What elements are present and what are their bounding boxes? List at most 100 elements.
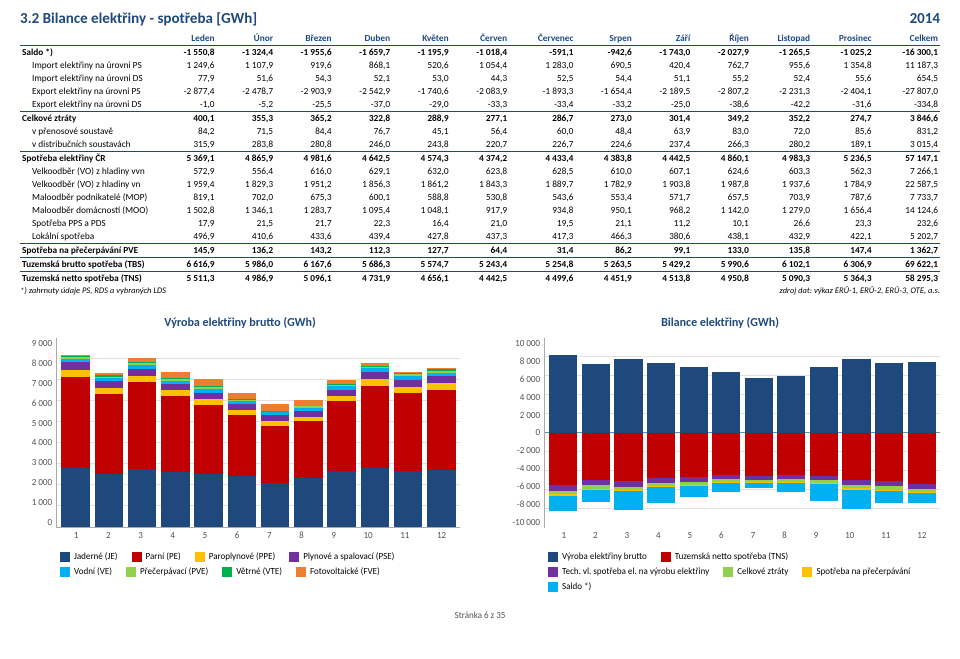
cell: 437,3 [451,230,510,244]
cell: 352,2 [751,112,812,126]
cell: 51,6 [217,72,276,85]
cell: 280,2 [751,138,812,152]
cell: -1 195,9 [392,46,451,60]
cell: 1 249,6 [158,59,217,72]
chart-production: Výroba elektřiny brutto (GWh) 9 0008 000… [20,316,460,592]
bar [647,338,675,528]
cell: 127,7 [392,244,451,258]
cell: 400,1 [158,112,217,126]
bar [427,368,456,527]
cell: 52,5 [509,72,575,85]
cell: 4 374,2 [451,152,510,166]
cell: 4 950,8 [692,272,751,286]
cell: 3 015,4 [874,138,940,152]
cell: 17,9 [158,217,217,230]
cell: 702,0 [217,191,276,204]
cell: -1 265,5 [751,46,812,60]
cell: 629,1 [334,165,393,178]
bar [549,338,577,528]
cell: 4 865,9 [217,152,276,166]
cell: 628,5 [509,165,575,178]
chart1-plot [56,338,460,528]
cell: 654,5 [874,72,940,85]
chart2-xaxis: 123456789101112 [500,530,940,541]
cell: 417,3 [509,230,575,244]
cell: 632,0 [392,165,451,178]
cell: 4 986,9 [217,272,276,286]
cell: 58 295,3 [874,272,940,286]
cell: -334,8 [874,98,940,112]
cell: 1 354,8 [812,59,874,72]
cell: 1 856,3 [334,178,393,191]
row-label: Spotřeba PPS a PDS [20,217,158,230]
chart1-xaxis: 123456789101112 [20,530,460,541]
cell: 1 279,0 [751,204,812,217]
cell: -33,2 [575,98,633,112]
footnote-left: *) zahrnuty údaje PS, RDS a vybraných LD… [20,286,166,296]
cell: 4 981,6 [275,152,334,166]
cell: 4 860,1 [692,152,751,166]
cell: 283,8 [217,138,276,152]
cell: 135,8 [751,244,812,258]
bar [128,358,157,527]
legend-item: Tuzemská netto spotřeba (TNS) [661,551,788,562]
bar [712,338,740,528]
cell: 4 433,4 [509,152,575,166]
row-label: Velkoodběr (VO) z hladiny vn [20,178,158,191]
cell: 232,6 [874,217,940,230]
cell: -42,2 [751,98,812,112]
cell: 530,8 [451,191,510,204]
cell: -2 542,9 [334,85,393,98]
cell: 189,1 [812,138,874,152]
chart2-legend: Výroba elektřiny bruttoTuzemská netto sp… [500,551,940,592]
col-header: Leden [158,32,217,46]
cell: 31,4 [509,244,575,258]
cell: -29,0 [392,98,451,112]
cell: 6 102,1 [751,258,812,272]
cell: 220,7 [451,138,510,152]
bar [61,355,90,527]
cell: 133,0 [692,244,751,258]
cell: -33,4 [509,98,575,112]
row-label: Tuzemská netto spotřeba (TNS) [20,272,158,286]
cell: -942,6 [575,46,633,60]
cell: -37,0 [334,98,393,112]
bar [680,338,708,528]
cell: 301,4 [634,112,693,126]
cell: 60,0 [509,125,575,138]
cell: 934,8 [509,204,575,217]
row-label: v přenosové soustavě [20,125,158,138]
cell: 543,6 [509,191,575,204]
cell: 286,7 [509,112,575,126]
cell: 273,0 [575,112,633,126]
cell: -31,6 [812,98,874,112]
cell: 147,4 [812,244,874,258]
cell: 288,9 [392,112,451,126]
cell: 86,2 [575,244,633,258]
cell: 4 574,3 [392,152,451,166]
chart1-legend: Jaderné (JE)Parní (PE)Paroplynové (PPE)P… [20,551,460,577]
header: 3.2 Bilance elektřiny - spotřeba [GWh] 2… [20,10,940,28]
cell: 5 511,3 [158,272,217,286]
page-title: 3.2 Bilance elektřiny - spotřeba [GWh] [20,10,257,28]
cell: 1 959,4 [158,178,217,191]
col-header: Celkem [874,32,940,46]
bar [228,393,257,527]
cell: 5 202,7 [874,230,940,244]
cell: 99,1 [634,244,693,258]
cell: 657,5 [692,191,751,204]
footnote-right: zdroj dat: výkaz ERÚ-1, ERÚ-2, ERÚ-3, OT… [779,286,940,296]
cell: 322,8 [334,112,393,126]
cell: 57 147,1 [874,152,940,166]
cell: 5 986,0 [217,258,276,272]
cell: 496,9 [158,230,217,244]
row-label: v distribučních soustavách [20,138,158,152]
cell: 1 937,6 [751,178,812,191]
cell: -25,5 [275,98,334,112]
col-header: Listopad [751,32,812,46]
cell: 11 187,3 [874,59,940,72]
bar [875,338,903,528]
cell: 4 499,6 [509,272,575,286]
col-header: Únor [217,32,276,46]
cell: 1 656,4 [812,204,874,217]
